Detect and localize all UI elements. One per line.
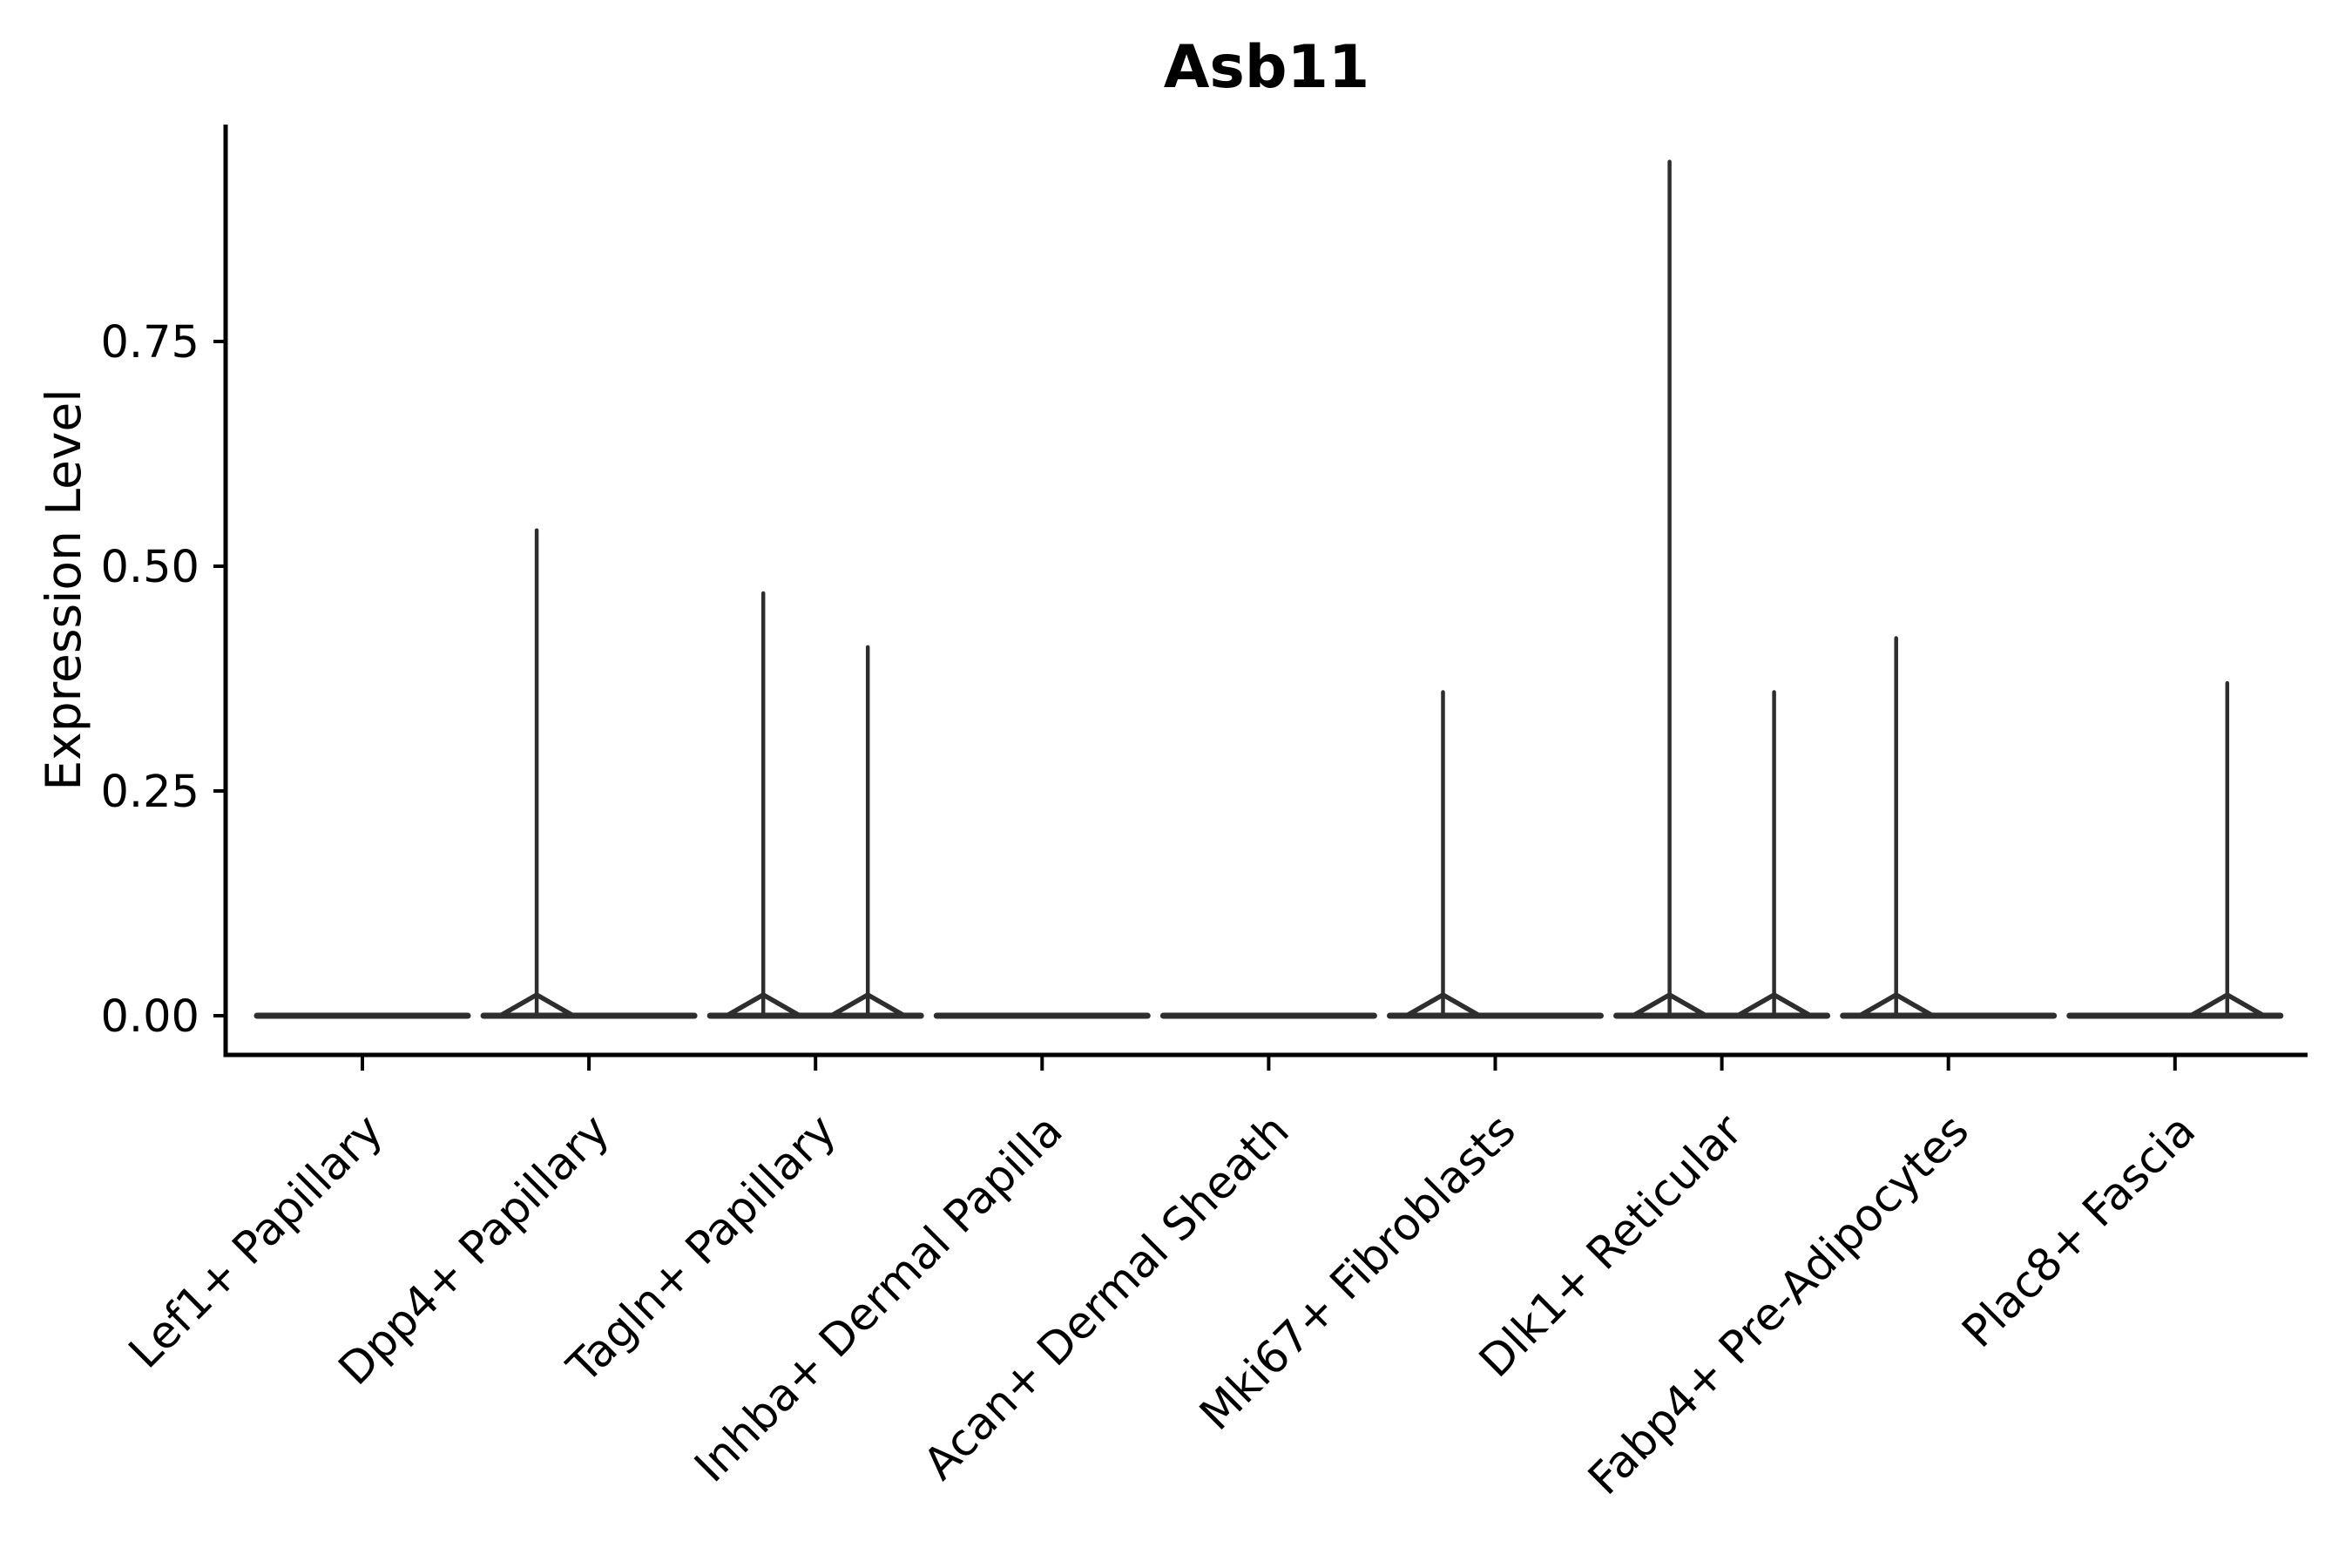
- x-tick-label: Fabp4+ Pre-Adipocytes: [1578, 1105, 1978, 1504]
- x-tick-label: Plac8+ Fascia: [1953, 1105, 2206, 1357]
- y-tick-label: 0.00: [100, 991, 199, 1043]
- x-tick-label: Acan+ Dermal Sheath: [914, 1105, 1299, 1490]
- y-tick-label: 0.25: [100, 767, 199, 818]
- x-tick-label: Inhba+ Dermal Papilla: [686, 1105, 1073, 1492]
- y-tick-label: 0.50: [100, 542, 199, 593]
- y-axis-label: Expression Level: [36, 389, 91, 790]
- y-tick-label: 0.75: [100, 317, 199, 368]
- chart-title: Asb11: [1164, 33, 1369, 102]
